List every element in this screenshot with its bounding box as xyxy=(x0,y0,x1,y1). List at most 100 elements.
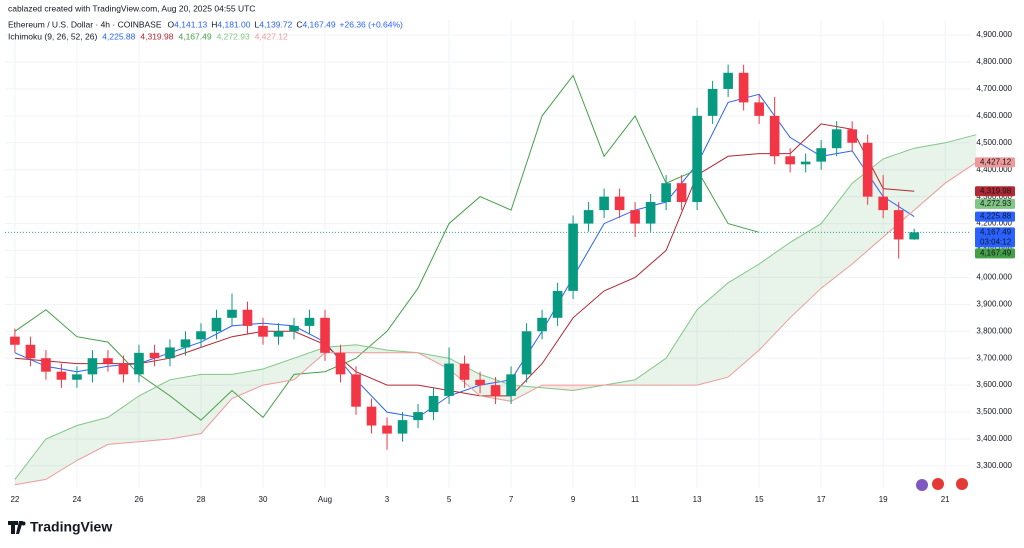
price-tag xyxy=(975,227,1015,248)
ichimoku-line xyxy=(14,123,915,397)
candle-body xyxy=(769,115,780,157)
logo-dot xyxy=(21,521,26,526)
cloud-fill xyxy=(14,438,46,485)
candle-body xyxy=(180,339,191,348)
y-tick-label: 4,200.000 xyxy=(976,219,1012,228)
candle-body xyxy=(459,363,470,380)
cloud-fill xyxy=(914,142,946,211)
ohlc-value: 4,181.00 xyxy=(217,19,250,29)
candle-body xyxy=(583,210,594,224)
y-tick-label: 3,900.000 xyxy=(976,299,1012,308)
candle-body xyxy=(320,317,330,353)
y-tick-label: 3,800.000 xyxy=(976,326,1012,335)
candle-body xyxy=(25,344,36,359)
candle-body xyxy=(72,374,82,380)
ohlc-key: C xyxy=(296,19,302,29)
candle-body xyxy=(599,196,609,211)
candle-body xyxy=(614,196,625,211)
candle-body xyxy=(10,336,20,345)
candle-body xyxy=(878,196,888,211)
candle-body xyxy=(366,406,377,426)
candle-body xyxy=(211,317,222,332)
y-tick-label: 4,600.000 xyxy=(976,111,1012,120)
cloud-fill xyxy=(666,309,698,386)
indicator-value: 4,319.98 xyxy=(140,31,173,41)
candle-body xyxy=(847,129,857,143)
cloud-fill xyxy=(759,242,791,351)
candle-body xyxy=(444,363,454,396)
candle-body xyxy=(506,374,516,396)
indicator-value: 4,427.12 xyxy=(255,31,288,41)
ohlc-key: O xyxy=(168,19,175,29)
candle-body xyxy=(831,129,842,149)
cloud-fill xyxy=(231,368,263,399)
indicator-value: 4,272.93 xyxy=(217,31,250,41)
cloud-fill xyxy=(542,385,574,391)
cloud-fill xyxy=(635,358,667,386)
cloud-fill xyxy=(138,379,170,442)
candle-body xyxy=(242,309,253,326)
candle-body xyxy=(816,148,826,162)
candle-body xyxy=(568,223,578,291)
candle-body xyxy=(738,72,749,103)
candle-body xyxy=(118,363,129,375)
candle-body xyxy=(893,210,904,240)
ohlc-key: L xyxy=(254,19,259,29)
cloud-fill xyxy=(200,374,232,434)
cloud-fill xyxy=(169,374,201,439)
price-tag-label: 4,319.98 xyxy=(980,186,1012,195)
candle-body xyxy=(723,72,733,89)
candle-body xyxy=(304,317,315,326)
cloud xyxy=(14,134,977,485)
price-tag-label: 4,167.49 xyxy=(980,227,1012,236)
candle-body xyxy=(645,202,656,224)
price-tag-label: 4,225.88 xyxy=(980,212,1012,221)
y-tick-label: 4,900.000 xyxy=(976,30,1012,39)
price-tag xyxy=(975,186,1015,197)
price-tag xyxy=(975,211,1015,222)
candle-body xyxy=(103,358,113,364)
ohlc-value: 4,139.72 xyxy=(259,19,292,29)
candle-body xyxy=(630,210,640,224)
candles xyxy=(10,64,919,450)
x-tick-label: 21 xyxy=(941,495,950,504)
cloud-fill xyxy=(45,425,77,480)
candle-body xyxy=(692,115,702,203)
candle-body xyxy=(490,385,501,396)
y-tick-label: 3,400.000 xyxy=(976,434,1012,443)
x-tick-label: 19 xyxy=(879,495,888,504)
x-tick-label: Aug xyxy=(318,495,332,504)
icon xyxy=(916,479,928,491)
x-tick-label: 15 xyxy=(755,495,764,504)
candle-body xyxy=(382,425,392,434)
ichimoku-line xyxy=(14,93,915,418)
candle-body xyxy=(149,352,160,359)
x-tick-label: 17 xyxy=(817,495,826,504)
ohlc-value: 4,167.49 xyxy=(302,19,335,29)
candle-body xyxy=(289,325,299,332)
x-tick-label: 3 xyxy=(385,495,390,504)
candle-body xyxy=(521,331,532,375)
x-tick-label: 9 xyxy=(571,495,576,504)
candle-body xyxy=(552,290,563,318)
y-tick-label: 3,700.000 xyxy=(976,353,1012,362)
logo-text: TradingView xyxy=(30,519,112,535)
y-tick-label: 3,500.000 xyxy=(976,407,1012,416)
candle-body xyxy=(273,331,284,337)
x-tick-label: 11 xyxy=(631,495,640,504)
x-tick-label: 22 xyxy=(10,495,19,504)
cloud-fill xyxy=(262,358,295,386)
candle-body xyxy=(87,358,98,375)
ohlc-key: H xyxy=(211,19,217,29)
candle-body xyxy=(661,183,671,203)
cloud-fill xyxy=(107,395,139,445)
x-tick-label: 28 xyxy=(197,495,206,504)
icons xyxy=(916,478,968,491)
x-tick-label: 13 xyxy=(693,495,702,504)
cloud-fill xyxy=(697,282,729,386)
axes: 3,300.000 3,400.000 3,500.000 3,600.000 3,70… xyxy=(10,30,1015,504)
y-tick-label: 4,400.000 xyxy=(976,165,1012,174)
icon xyxy=(932,478,944,490)
candle-body xyxy=(428,395,439,413)
